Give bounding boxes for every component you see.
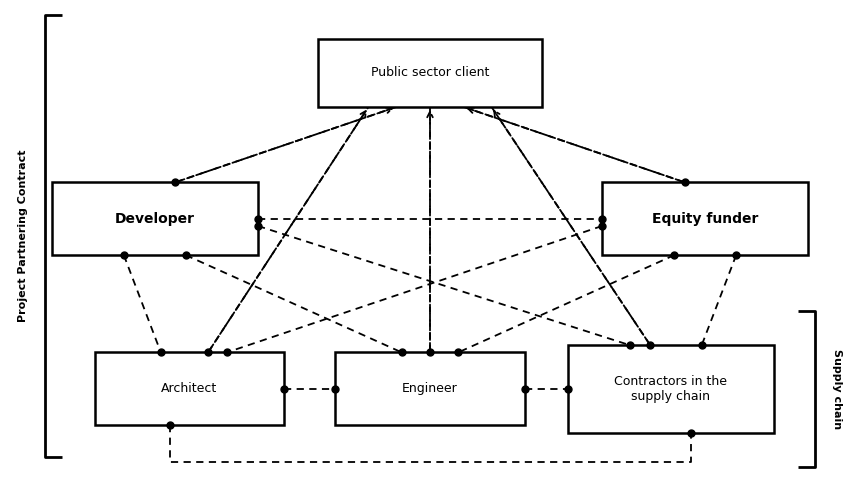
FancyBboxPatch shape bbox=[318, 39, 542, 107]
Text: Supply chain: Supply chain bbox=[832, 349, 842, 429]
FancyBboxPatch shape bbox=[52, 182, 258, 255]
Text: Project Partnering Contract: Project Partnering Contract bbox=[18, 150, 28, 322]
Text: Architect: Architect bbox=[161, 382, 218, 395]
FancyBboxPatch shape bbox=[95, 352, 284, 425]
FancyBboxPatch shape bbox=[602, 182, 808, 255]
Text: Contractors in the
supply chain: Contractors in the supply chain bbox=[614, 375, 728, 403]
Text: Public sector client: Public sector client bbox=[371, 67, 489, 79]
Text: Equity funder: Equity funder bbox=[652, 212, 759, 226]
Text: Developer: Developer bbox=[114, 212, 195, 226]
FancyBboxPatch shape bbox=[335, 352, 525, 425]
Text: Engineer: Engineer bbox=[402, 382, 458, 395]
FancyBboxPatch shape bbox=[568, 345, 774, 433]
